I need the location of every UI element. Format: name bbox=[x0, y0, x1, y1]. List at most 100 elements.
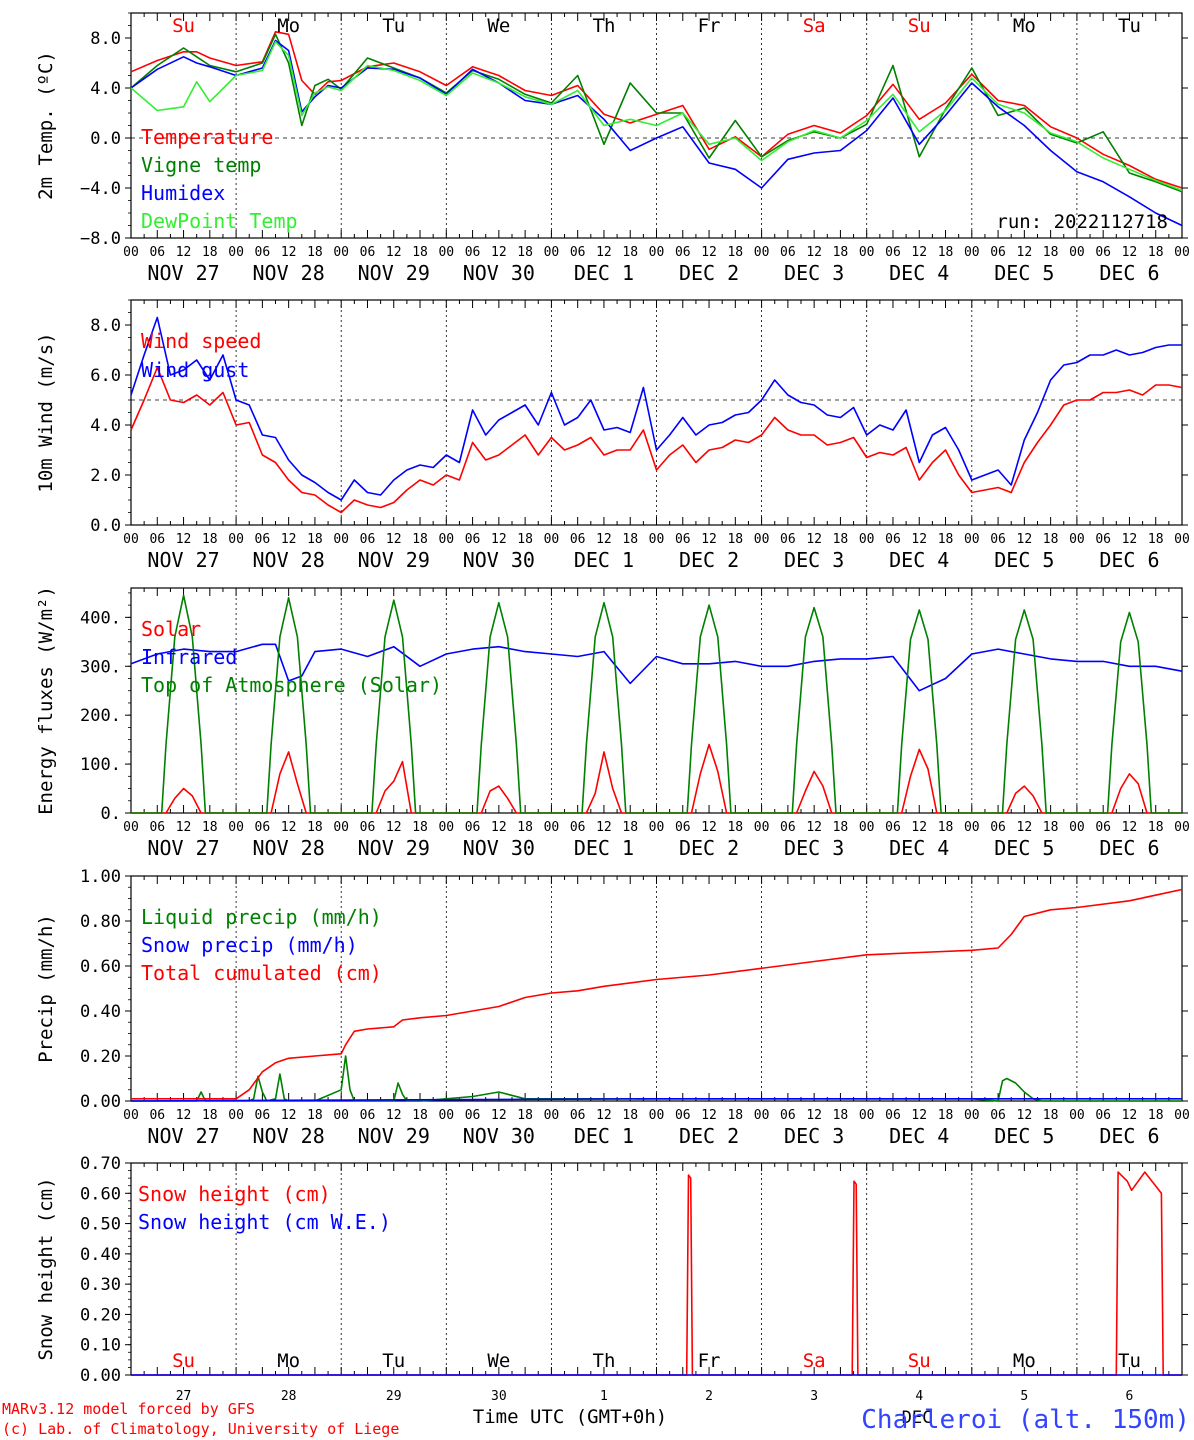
y-tick-label: 2.0 bbox=[90, 466, 121, 486]
date-label: DEC 2 bbox=[679, 1124, 739, 1148]
hour-tick-label: 12 bbox=[701, 1108, 717, 1123]
hour-tick-label: 18 bbox=[1148, 1108, 1164, 1123]
hour-tick-label: 12 bbox=[281, 532, 297, 547]
y-tick-label: 200. bbox=[80, 706, 121, 726]
date-label: DEC 5 bbox=[994, 836, 1054, 860]
day-of-week-label: Fr bbox=[698, 1350, 721, 1372]
hour-tick-label: 00 bbox=[649, 1108, 665, 1123]
hour-tick-label: 18 bbox=[1043, 532, 1059, 547]
y-tick-label: 100. bbox=[80, 755, 121, 775]
legend-entry: Liquid precip (mm/h) bbox=[141, 905, 382, 929]
hour-tick-label: 06 bbox=[149, 245, 165, 260]
hour-tick-label: 12 bbox=[1122, 245, 1138, 260]
date-label: DEC 2 bbox=[679, 261, 739, 285]
y-tick-label: 0.60 bbox=[80, 1184, 121, 1204]
hour-tick-label: 00 bbox=[1174, 1108, 1190, 1123]
hour-tick-label: 12 bbox=[806, 245, 822, 260]
hour-tick-label: 12 bbox=[806, 1108, 822, 1123]
y-axis-label: 10m Wind (m/s) bbox=[35, 332, 57, 492]
series-line-2 bbox=[130, 316, 1182, 501]
y-tick-label: 8.0 bbox=[90, 29, 121, 49]
hour-tick-label: 18 bbox=[412, 245, 428, 260]
hour-tick-label: 00 bbox=[859, 1108, 875, 1123]
day-number-label: 30 bbox=[491, 1389, 507, 1404]
day-number-label: 6 bbox=[1126, 1389, 1134, 1404]
panel-4: 1.00 0.80 0.60 0.40 0.20 0.00 Precip (mm/h) Liq… bbox=[35, 867, 1190, 1148]
hour-tick-label: 06 bbox=[465, 820, 481, 835]
legend-entry: Wind gust bbox=[141, 358, 249, 382]
hour-tick-label: 12 bbox=[911, 1108, 927, 1123]
hour-tick-label: 00 bbox=[123, 532, 139, 547]
date-label: NOV 30 bbox=[463, 836, 535, 860]
hour-tick-label: 00 bbox=[1174, 532, 1190, 547]
date-label: DEC 3 bbox=[784, 1124, 844, 1148]
day-of-week-label: Th bbox=[593, 1350, 616, 1372]
y-tick-label: 0.50 bbox=[80, 1215, 121, 1235]
credit-line-1: MARv3.12 model forced by GFS bbox=[2, 1400, 255, 1418]
hour-tick-label: 18 bbox=[622, 245, 638, 260]
series-line-1 bbox=[130, 30, 1183, 189]
series-line-1 bbox=[131, 1055, 1182, 1102]
date-label: NOV 30 bbox=[463, 261, 535, 285]
y-tick-label: 4.0 bbox=[90, 79, 121, 99]
hour-tick-label: 00 bbox=[438, 532, 454, 547]
hour-tick-label: 00 bbox=[964, 245, 980, 260]
day-of-week-label: Su bbox=[172, 1350, 195, 1372]
hour-tick-label: 18 bbox=[307, 1108, 323, 1123]
hour-tick-label: 06 bbox=[675, 1108, 691, 1123]
hour-tick-label: 18 bbox=[622, 1108, 638, 1123]
hour-tick-label: 18 bbox=[517, 532, 533, 547]
date-label: DEC 2 bbox=[679, 548, 739, 572]
legend-entry: Temperature bbox=[141, 125, 273, 149]
hour-tick-label: 18 bbox=[517, 820, 533, 835]
date-label: DEC 4 bbox=[889, 836, 949, 860]
date-label: DEC 1 bbox=[574, 836, 634, 860]
y-tick-label: 0.40 bbox=[80, 1002, 121, 1022]
date-label: DEC 4 bbox=[889, 1124, 949, 1148]
hour-tick-label: 12 bbox=[1122, 820, 1138, 835]
panel-2: 8.0 6.0 4.0 2.0 0.0 10m Wind (m/s) Wind speed W… bbox=[35, 299, 1190, 572]
hour-tick-label: 12 bbox=[386, 820, 402, 835]
date-label: DEC 4 bbox=[889, 261, 949, 285]
hour-tick-label: 00 bbox=[228, 820, 244, 835]
hour-tick-label: 00 bbox=[754, 532, 770, 547]
series-line-3 bbox=[131, 888, 1183, 1100]
hour-tick-label: 00 bbox=[1174, 245, 1190, 260]
hour-tick-label: 12 bbox=[1122, 1108, 1138, 1123]
date-label: NOV 28 bbox=[253, 261, 325, 285]
day-of-week-label: Su bbox=[908, 1350, 931, 1372]
hour-tick-label: 00 bbox=[123, 820, 139, 835]
hour-tick-label: 06 bbox=[149, 532, 165, 547]
date-label: NOV 27 bbox=[147, 261, 219, 285]
day-of-week-label: Su bbox=[172, 15, 195, 37]
panel-1: 8.0 4.0 0.0 −4.0 −8.0 2m Temp. (ºC) Temperatur… bbox=[35, 12, 1190, 285]
date-label: DEC 3 bbox=[784, 836, 844, 860]
station-label: Charleroi (alt. 150m) bbox=[861, 1405, 1190, 1435]
hour-tick-label: 06 bbox=[360, 245, 376, 260]
day-of-week-label: Fr bbox=[698, 15, 721, 37]
hour-tick-label: 00 bbox=[649, 245, 665, 260]
hour-tick-label: 12 bbox=[596, 820, 612, 835]
hour-tick-label: 12 bbox=[386, 532, 402, 547]
hour-tick-label: 12 bbox=[176, 245, 192, 260]
day-of-week-label: Mo bbox=[277, 15, 300, 37]
hour-tick-label: 18 bbox=[307, 245, 323, 260]
hour-tick-label: 06 bbox=[255, 532, 271, 547]
date-label: NOV 28 bbox=[253, 548, 325, 572]
hour-tick-label: 18 bbox=[307, 532, 323, 547]
month-overlay: DEC bbox=[902, 1408, 933, 1428]
y-tick-label: 0.0 bbox=[90, 516, 121, 536]
date-label: NOV 28 bbox=[253, 836, 325, 860]
hour-tick-label: 00 bbox=[544, 1108, 560, 1123]
y-tick-label: 1.00 bbox=[80, 867, 121, 887]
date-label: DEC 1 bbox=[574, 261, 634, 285]
hour-tick-label: 18 bbox=[727, 1108, 743, 1123]
hour-tick-label: 00 bbox=[438, 820, 454, 835]
hour-tick-label: 18 bbox=[833, 820, 849, 835]
hour-tick-label: 06 bbox=[465, 1108, 481, 1123]
day-of-week-label: Su bbox=[908, 15, 931, 37]
y-axis-label: Snow height (cm) bbox=[35, 1177, 57, 1360]
day-number-label: 29 bbox=[386, 1389, 402, 1404]
day-of-week-label: Th bbox=[593, 15, 616, 37]
hour-tick-label: 12 bbox=[491, 245, 507, 260]
